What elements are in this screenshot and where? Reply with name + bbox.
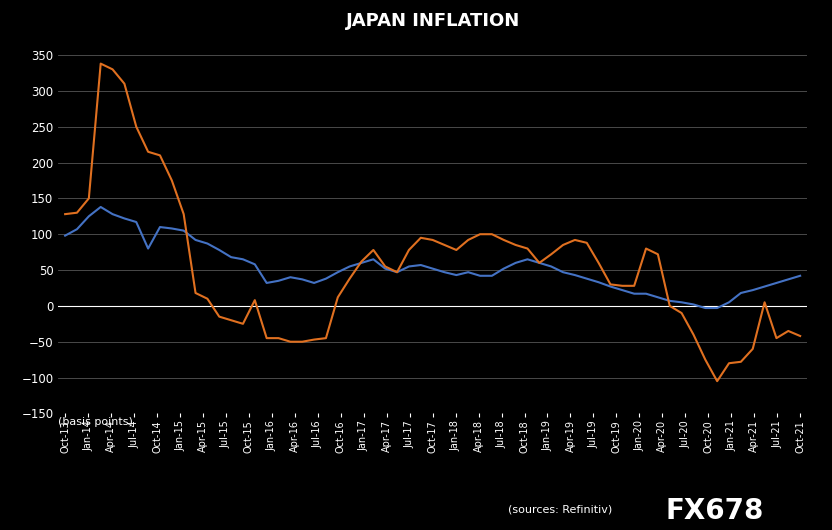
Line: Core CPI inflation: Core CPI inflation xyxy=(65,64,800,381)
Core CPI inflation xyxy=(439,242,449,248)
Core CPI inflation xyxy=(712,378,722,384)
BEI xyxy=(274,278,284,284)
Core CPI inflation xyxy=(783,328,793,334)
BEI xyxy=(701,305,711,311)
BEI xyxy=(582,276,592,282)
Core CPI inflation xyxy=(582,240,592,246)
BEI xyxy=(60,233,70,239)
BEI xyxy=(96,204,106,210)
Core CPI inflation xyxy=(60,211,70,217)
Core CPI inflation xyxy=(297,339,307,345)
Text: FX678: FX678 xyxy=(666,497,764,525)
Title: JAPAN INFLATION: JAPAN INFLATION xyxy=(345,12,520,30)
BEI xyxy=(439,269,449,276)
BEI xyxy=(783,276,793,282)
Line: BEI: BEI xyxy=(65,207,800,308)
BEI xyxy=(297,276,307,282)
BEI xyxy=(416,262,426,268)
BEI xyxy=(795,272,805,279)
Text: (basis points): (basis points) xyxy=(58,417,133,427)
Core CPI inflation xyxy=(795,333,805,339)
Core CPI inflation xyxy=(274,335,284,341)
Core CPI inflation xyxy=(416,235,426,241)
Text: (sources: Refinitiv): (sources: Refinitiv) xyxy=(508,504,612,514)
Core CPI inflation xyxy=(96,60,106,67)
